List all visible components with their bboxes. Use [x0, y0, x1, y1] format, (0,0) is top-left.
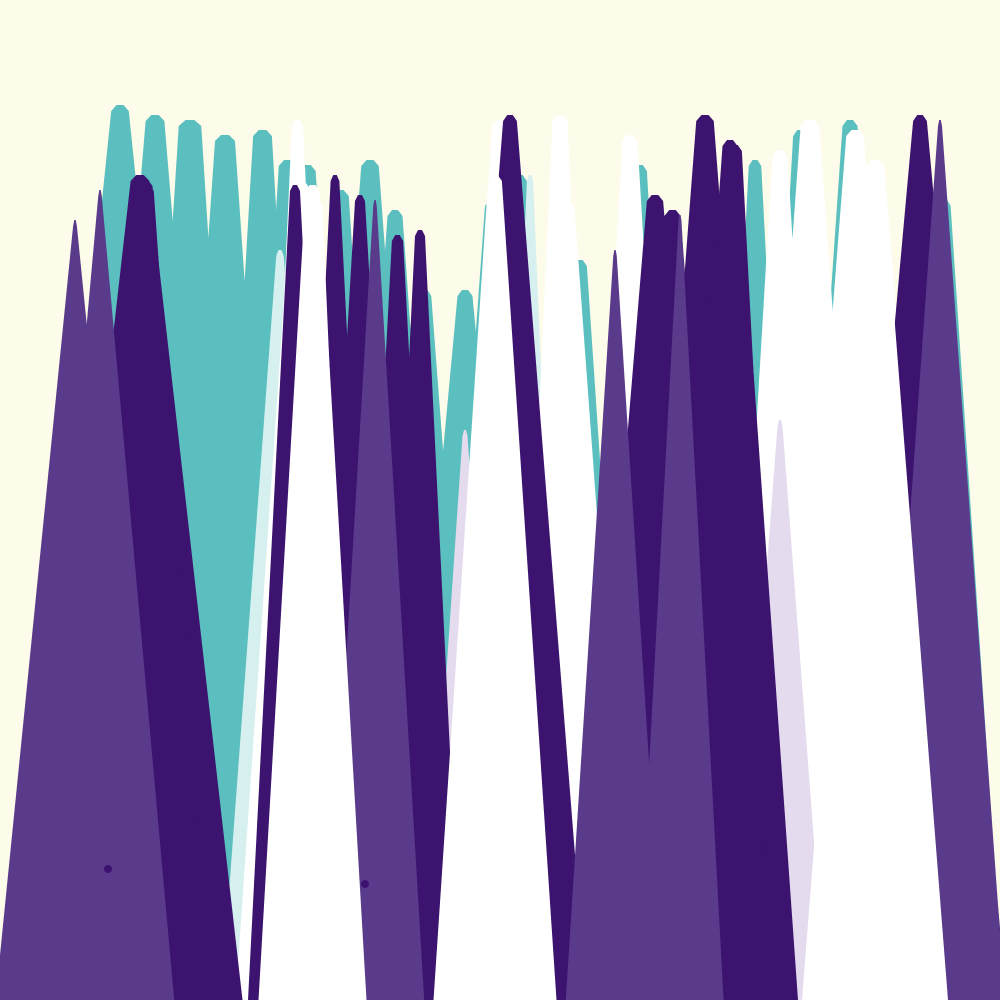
accent-dot — [459, 658, 467, 666]
white-front-spike — [826, 165, 929, 1000]
mid-purple-lines-layer — [0, 120, 1000, 1000]
mid-purple-lines-spike — [25, 190, 175, 1000]
accent-dot — [761, 847, 769, 855]
mid-purple-lines-spike — [565, 250, 665, 1000]
accent-dot — [484, 824, 492, 832]
white-front-layer — [258, 160, 948, 1000]
mid-purple-lines-spike — [636, 215, 724, 1000]
accent-dot — [361, 880, 369, 888]
white-front-spike — [451, 200, 544, 1000]
accent-dot — [104, 865, 112, 873]
accent-dot — [846, 844, 854, 852]
white-front-spike — [278, 200, 357, 1000]
